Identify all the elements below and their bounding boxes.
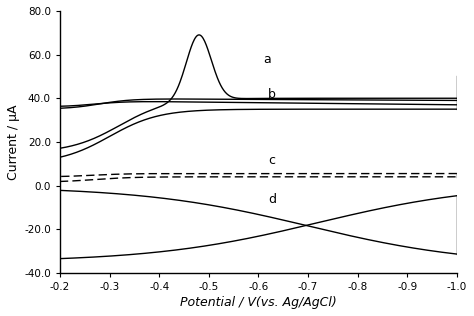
Y-axis label: Current / μA: Current / μA: [7, 104, 20, 180]
X-axis label: Potential / V(vs. Ag/AgCl): Potential / V(vs. Ag/AgCl): [180, 296, 337, 309]
Text: a: a: [264, 53, 271, 66]
Text: c: c: [268, 154, 275, 167]
Text: d: d: [268, 193, 276, 206]
Text: b: b: [268, 88, 276, 101]
